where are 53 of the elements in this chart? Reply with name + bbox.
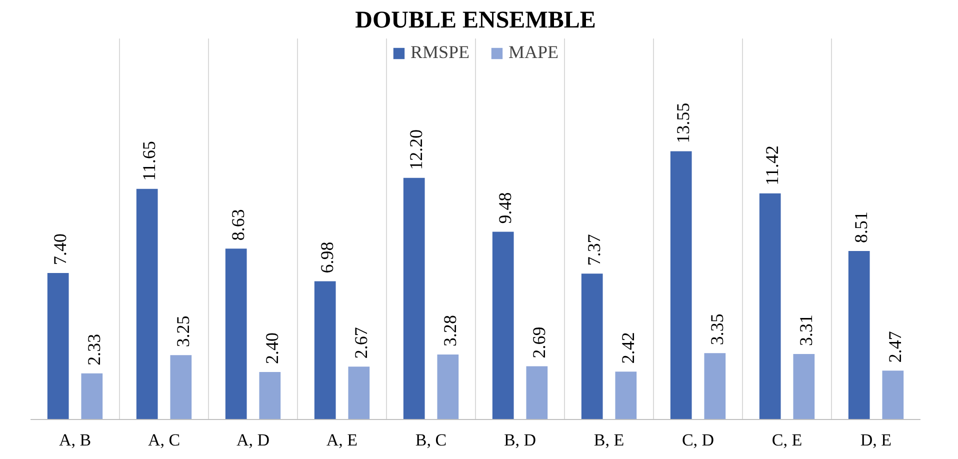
bar	[170, 355, 192, 420]
data-label: 13.55	[673, 102, 694, 144]
bar	[848, 250, 870, 420]
data-label: 8.51	[851, 211, 872, 243]
bar	[403, 178, 425, 420]
x-tick-label: B, C	[415, 430, 447, 450]
data-label: 2.40	[262, 332, 282, 364]
bar	[759, 193, 781, 420]
x-tick-label: A, B	[58, 430, 92, 450]
data-label: 2.67	[350, 327, 371, 359]
bar	[259, 372, 281, 420]
data-label: 3.28	[440, 315, 460, 347]
bar	[492, 232, 514, 420]
x-tick-label: A, E	[326, 430, 358, 450]
bar	[47, 272, 69, 420]
bar	[314, 281, 336, 420]
x-tick-label: C, D	[682, 430, 714, 450]
legend-label: MAPE	[508, 42, 559, 63]
data-label: 12.20	[406, 129, 426, 170]
data-label: 3.25	[172, 316, 193, 348]
bar	[882, 370, 904, 420]
data-label: 9.48	[495, 192, 516, 224]
bar	[136, 188, 158, 420]
x-tick-label: C, E	[772, 430, 802, 450]
bar	[225, 248, 247, 420]
bar	[793, 354, 815, 420]
data-label: 2.69	[528, 326, 549, 358]
data-label: 11.42	[762, 146, 782, 186]
data-label: 3.31	[796, 314, 816, 346]
legend-label: RMSPE	[410, 42, 470, 63]
data-label: 2.42	[618, 332, 638, 364]
bar	[348, 366, 370, 420]
data-label: 7.37	[584, 234, 604, 266]
data-label: 2.33	[84, 334, 104, 366]
bar	[81, 373, 103, 420]
data-label: 2.47	[884, 331, 905, 363]
data-label: 8.63	[228, 209, 248, 241]
data-label: 7.40	[50, 233, 70, 265]
data-label: 3.35	[706, 314, 727, 346]
data-label: 6.98	[317, 242, 338, 274]
bar	[581, 274, 603, 420]
x-tick-label: D, E	[860, 430, 892, 450]
x-tick-label: B, E	[594, 430, 624, 450]
x-tick-label: A, C	[148, 430, 180, 450]
bar	[526, 366, 548, 420]
bar	[704, 353, 726, 420]
bar	[670, 151, 692, 420]
bar	[615, 372, 637, 420]
x-tick-label: A, D	[236, 430, 270, 450]
chart-title: DOUBLE ENSEMBLE	[355, 8, 596, 34]
bar	[437, 354, 459, 420]
x-tick-label: B, D	[504, 430, 536, 450]
data-label: 11.65	[139, 140, 160, 181]
